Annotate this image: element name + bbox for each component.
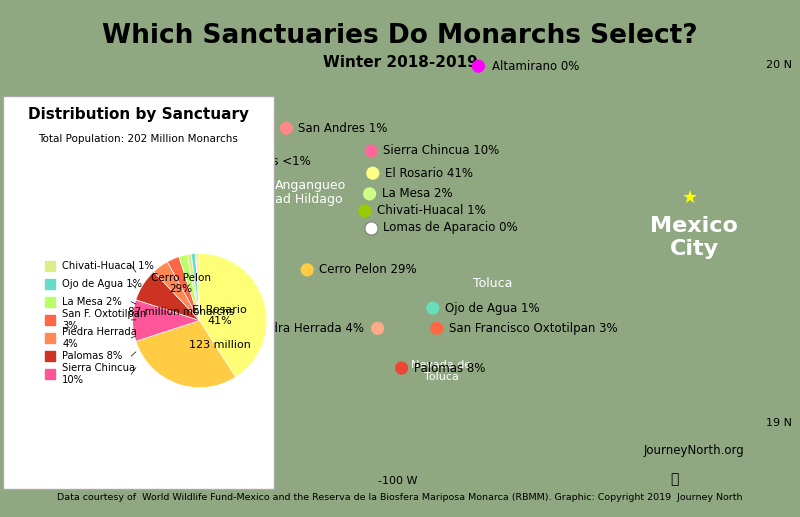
Point	[395, 364, 408, 372]
Text: Chivati-Huacal 1%: Chivati-Huacal 1%	[377, 204, 486, 218]
Wedge shape	[136, 321, 236, 388]
Point	[472, 62, 485, 70]
Text: Mil Cumbres <1%: Mil Cumbres <1%	[205, 155, 310, 168]
Text: Cerro Pelon
29%

87 million monarchs: Cerro Pelon 29% 87 million monarchs	[128, 272, 234, 317]
Wedge shape	[167, 257, 200, 321]
Text: Nevada de
Toluca: Nevada de Toluca	[411, 360, 472, 382]
Text: Cerro Pelon 29%: Cerro Pelon 29%	[319, 263, 417, 277]
Point	[363, 190, 376, 198]
Text: Ojo de Agua 1%: Ojo de Agua 1%	[445, 301, 539, 315]
Text: Ciudad Hildago: Ciudad Hildago	[246, 192, 342, 206]
Text: Lomas de Aparacio 0%: Lomas de Aparacio 0%	[383, 221, 518, 235]
Text: Morelia: Morelia	[10, 229, 57, 242]
Text: Distribution by Sanctuary: Distribution by Sanctuary	[28, 107, 249, 122]
Point	[358, 207, 371, 215]
Text: El Rosario
41%

123 million: El Rosario 41% 123 million	[189, 305, 250, 349]
Text: Sierra Chincua 10%: Sierra Chincua 10%	[383, 144, 499, 158]
Text: Piedra Herrada
4%: Piedra Herrada 4%	[62, 327, 137, 349]
Text: Which Sanctuaries Do Monarchs Select?: Which Sanctuaries Do Monarchs Select?	[102, 23, 698, 49]
Text: Palomas 8%: Palomas 8%	[414, 361, 485, 375]
Text: San Francisco Oxtotilpan 3%: San Francisco Oxtotilpan 3%	[449, 322, 618, 335]
Text: ★: ★	[682, 189, 698, 206]
Text: Zitacuaro: Zitacuaro	[217, 260, 276, 273]
Wedge shape	[200, 253, 266, 377]
Point	[301, 266, 314, 274]
Text: Ojo de Agua 1%: Ojo de Agua 1%	[62, 279, 142, 288]
FancyBboxPatch shape	[3, 96, 274, 489]
Point	[365, 224, 378, 232]
Text: Mexico
City: Mexico City	[650, 216, 738, 260]
Text: Palomas 8%: Palomas 8%	[62, 351, 122, 361]
Text: 19 N: 19 N	[766, 418, 792, 428]
Text: San Andres 1%: San Andres 1%	[298, 121, 388, 135]
Wedge shape	[187, 254, 200, 321]
Text: San F. Oxtotilpan
3%: San F. Oxtotilpan 3%	[62, 309, 146, 331]
Point	[366, 169, 379, 177]
Wedge shape	[154, 262, 200, 321]
Text: El Rosario 41%: El Rosario 41%	[385, 166, 473, 180]
Point	[365, 147, 378, 155]
Text: -101 W: -101 W	[2, 476, 42, 486]
Point	[371, 324, 384, 332]
Point	[178, 157, 190, 165]
Text: Winter 2018-2019: Winter 2018-2019	[322, 55, 478, 70]
Wedge shape	[191, 253, 200, 321]
Wedge shape	[136, 271, 200, 321]
Text: Chivati-Huacal 1%: Chivati-Huacal 1%	[62, 261, 154, 270]
Text: 🦋: 🦋	[670, 472, 678, 486]
Text: Total Population: 202 Million Monarchs: Total Population: 202 Million Monarchs	[38, 134, 238, 144]
Point	[430, 324, 443, 332]
Point	[280, 124, 293, 132]
Wedge shape	[133, 300, 200, 341]
Text: 20 N: 20 N	[766, 59, 792, 70]
Text: Angangueo: Angangueo	[274, 178, 346, 192]
Text: Data courtesy of  World Wildlife Fund-Mexico and the Reserva de la Biosfera Mari: Data courtesy of World Wildlife Fund-Mex…	[58, 493, 742, 502]
Text: Piedra Herrada 4%: Piedra Herrada 4%	[253, 322, 364, 335]
Wedge shape	[179, 255, 200, 321]
Text: La Mesa 2%: La Mesa 2%	[382, 187, 452, 201]
Point	[426, 304, 439, 312]
Text: Toluca: Toluca	[473, 277, 513, 290]
Text: Altamirano 0%: Altamirano 0%	[492, 59, 579, 73]
Text: -100 W: -100 W	[378, 476, 418, 486]
Text: JourneyNorth.org: JourneyNorth.org	[644, 444, 745, 458]
Text: Sierra Chincua
10%: Sierra Chincua 10%	[62, 363, 135, 385]
Text: La Mesa 2%: La Mesa 2%	[62, 297, 122, 307]
Wedge shape	[195, 253, 200, 321]
